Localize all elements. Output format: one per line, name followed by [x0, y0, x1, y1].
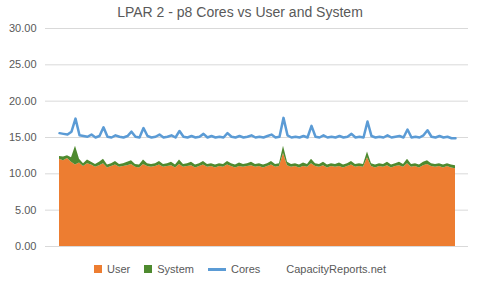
- html-text:LPAR 2 - p8 Cores vs User and: LPAR 2 - p8 Cores vs User and System: [117, 4, 363, 20]
- html-text:System: System: [157, 263, 194, 275]
- svg-text:15.00: 15.00: [9, 131, 37, 143]
- svg-text:5.00: 5.00: [15, 204, 36, 216]
- svg-text:20.00: 20.00: [9, 95, 37, 107]
- html-text:Cores: Cores: [231, 263, 261, 275]
- svg-text:30.00: 30.00: [9, 22, 37, 34]
- html-text:User: User: [107, 263, 131, 275]
- svg-text:0.00: 0.00: [15, 240, 36, 252]
- svg-text:25.00: 25.00: [9, 58, 37, 70]
- html-text:CapacityReports.net: CapacityReports.net: [286, 263, 386, 275]
- svg-text:10.00: 10.00: [9, 167, 37, 179]
